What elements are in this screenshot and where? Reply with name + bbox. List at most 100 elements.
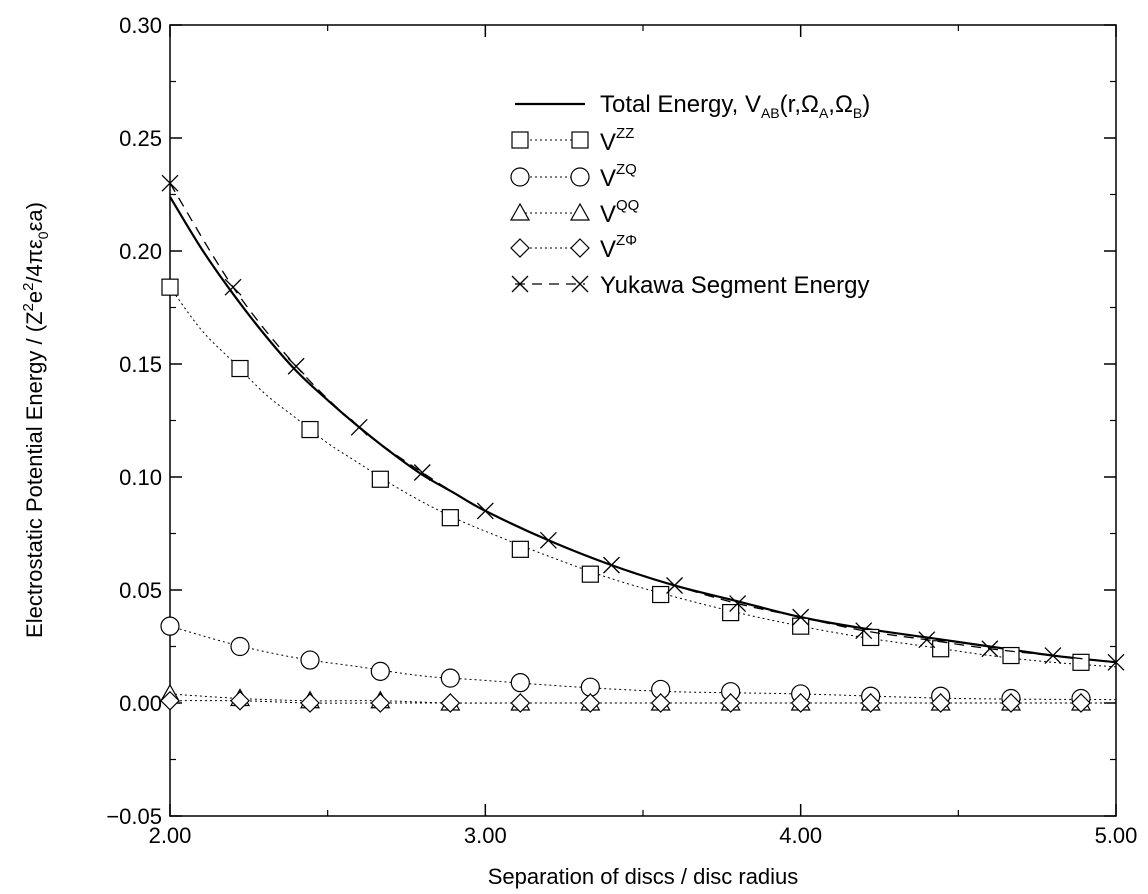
point-yukawa	[1044, 647, 1062, 664]
point-vzq	[230, 636, 250, 657]
x-marker-stroke	[603, 556, 620, 574]
legend-marker-circle	[570, 167, 590, 187]
point-vzq	[510, 673, 530, 693]
point-vzphi	[720, 693, 741, 713]
legend-item-vqq: VQQ	[509, 197, 639, 228]
legend-marker-x	[571, 275, 589, 293]
point-yukawa	[729, 595, 747, 613]
point-vzq	[440, 668, 460, 688]
point-vzz	[371, 470, 389, 488]
series-vzz	[161, 278, 1117, 671]
legend-item-vzz: VZZ	[511, 125, 634, 156]
x-marker-stroke	[511, 275, 529, 293]
svg-text:VZQ: VZQ	[600, 161, 637, 192]
point-yukawa	[918, 631, 936, 649]
point-vzphi	[510, 693, 531, 713]
point-yukawa	[792, 608, 810, 626]
svg-text:Total Energy, VAB(r,ΩA,ΩB): Total Energy, VAB(r,ΩA,ΩB)	[600, 91, 870, 121]
point-yukawa	[855, 622, 873, 640]
y-tick-label: 0.25	[119, 126, 162, 151]
point-vzz	[1002, 646, 1020, 665]
point-vzphi	[440, 693, 461, 713]
x-marker-stroke	[981, 640, 999, 658]
legend-item-vzq: VZQ	[510, 161, 637, 192]
point-vzz	[1072, 653, 1090, 671]
point-yukawa	[413, 464, 431, 481]
series-line-vzq	[169, 625, 1117, 701]
series-layer	[159, 174, 1125, 713]
series-line-vzz	[169, 286, 1117, 668]
legend-marker-triangle	[569, 202, 591, 221]
x-tick-label: 5.00	[1095, 823, 1138, 848]
x-marker-stroke	[161, 174, 179, 192]
x-tick-label: 3.00	[464, 823, 507, 848]
y-tick-label: −0.05	[106, 804, 162, 829]
point-vzz	[722, 603, 740, 622]
x-tick-label: 4.00	[779, 823, 822, 848]
series-vzphi	[160, 690, 1116, 713]
point-vzz	[792, 617, 810, 635]
point-yukawa	[287, 357, 305, 375]
x-marker-stroke	[666, 577, 683, 594]
point-vzz	[231, 359, 249, 378]
x-axis-title: Separation of discs / disc radius	[488, 864, 799, 889]
point-vzphi	[580, 693, 601, 713]
series-total	[169, 196, 1117, 664]
legend-marker-x	[511, 275, 529, 293]
y-tick-labels: −0.05 0.00 0.05 0.10 0.15 0.20 0.25 0.30	[106, 13, 162, 829]
x-marker-stroke	[413, 464, 431, 481]
point-vzz	[301, 420, 319, 439]
point-vzz	[511, 540, 529, 558]
point-yukawa	[161, 174, 179, 192]
x-marker-stroke	[792, 608, 810, 626]
point-yukawa	[539, 531, 557, 549]
legend-marker-diamond	[510, 238, 530, 258]
series-yukawa	[161, 174, 1125, 671]
x-marker-stroke	[476, 502, 494, 520]
svg-text:VQQ: VQQ	[600, 197, 639, 228]
x-marker-stroke	[855, 622, 873, 640]
point-vzphi	[930, 693, 951, 713]
series-line-total	[169, 196, 1117, 664]
series-vzq	[160, 616, 1117, 709]
legend-marker-square	[511, 131, 529, 149]
y-tick-label: 0.15	[119, 352, 162, 377]
x-marker-stroke	[287, 357, 305, 375]
x-marker-stroke	[571, 275, 589, 293]
point-vzphi	[370, 693, 391, 713]
point-vzphi	[790, 693, 811, 713]
legend-marker-square	[571, 131, 589, 149]
x-marker-stroke	[918, 631, 936, 649]
point-yukawa	[350, 418, 368, 436]
point-yukawa	[666, 577, 683, 594]
y-tick-label: 0.10	[119, 465, 162, 490]
legend-item-vzphi: VZΦ	[510, 232, 637, 263]
point-yukawa	[224, 278, 242, 296]
axis-ticks	[169, 24, 1117, 817]
y-tick-label: 0.20	[119, 239, 162, 264]
svg-text:VZΦ: VZΦ	[600, 232, 637, 263]
y-tick-label: 0.00	[119, 691, 162, 716]
point-vzz	[581, 565, 599, 583]
point-vzq	[370, 661, 390, 681]
x-marker-stroke	[729, 595, 747, 613]
point-vzz	[932, 640, 950, 658]
point-vzz	[652, 585, 670, 604]
legend-marker-triangle	[509, 202, 531, 221]
point-vzphi	[650, 693, 671, 713]
point-vzphi	[160, 690, 180, 711]
y-axis-title: Electrostatic Potential Energy / (Z2e2/4…	[20, 202, 51, 638]
x-marker-stroke	[539, 531, 557, 549]
point-vzphi	[1071, 693, 1091, 713]
legend-marker-diamond	[570, 238, 590, 258]
legend: Total Energy, VAB(r,ΩA,ΩB) VZZ VZQ VQQ V…	[509, 91, 870, 299]
point-vzphi	[300, 693, 320, 713]
point-yukawa	[1107, 653, 1125, 671]
point-vzq	[300, 650, 320, 670]
x-marker-stroke	[224, 278, 242, 296]
point-vzz	[161, 278, 179, 296]
point-vzz	[441, 509, 459, 527]
legend-item-yukawa: Yukawa Segment Energy	[511, 272, 870, 299]
point-vzphi	[860, 693, 881, 713]
point-vzphi	[230, 690, 250, 711]
